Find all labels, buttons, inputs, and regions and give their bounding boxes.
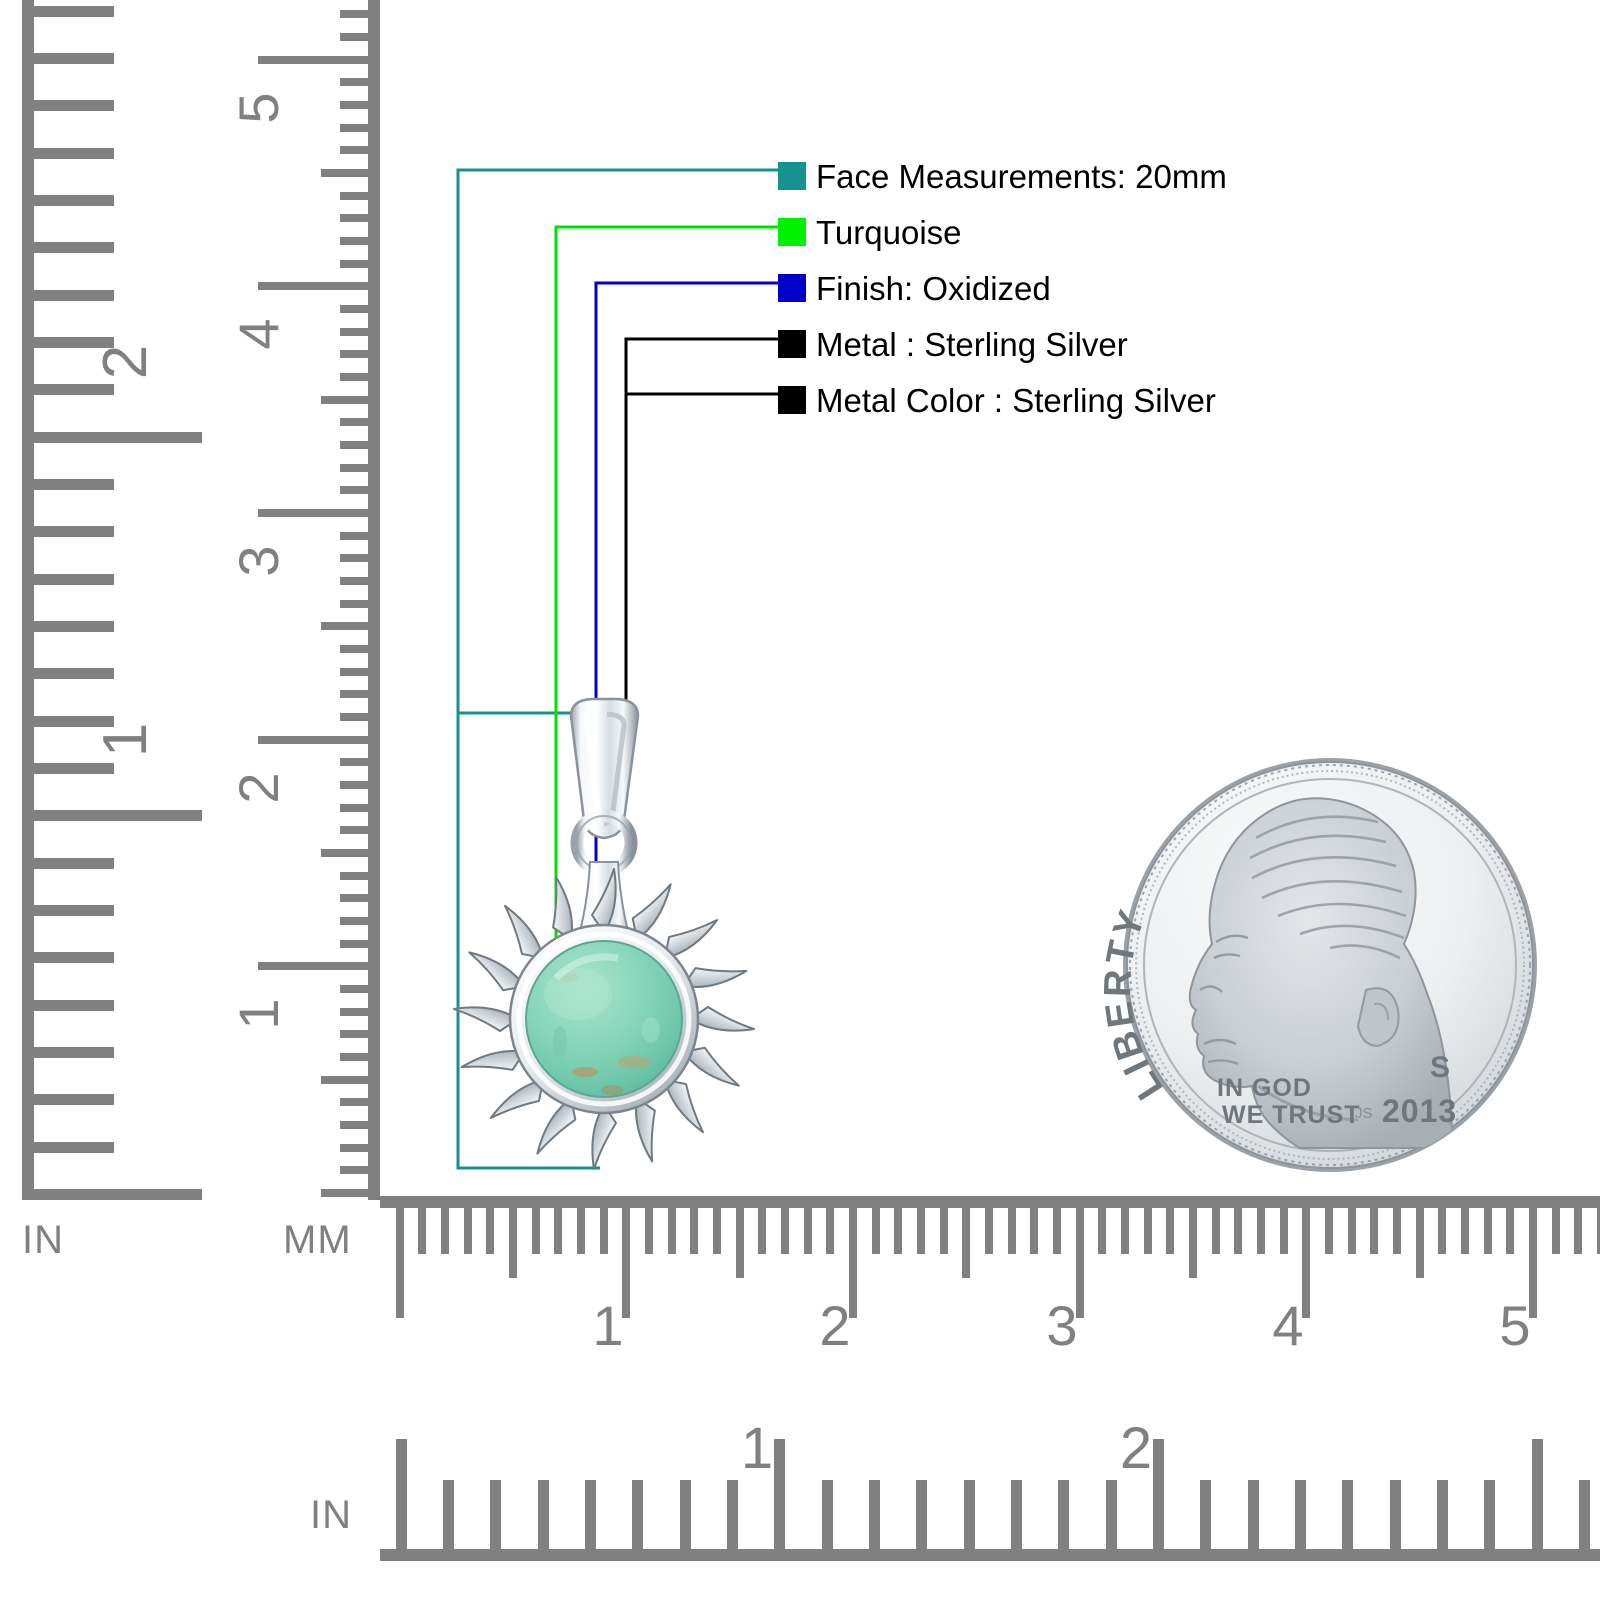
left-mm-label-1: 1 xyxy=(227,998,290,1029)
bottom-inch-unit-label: IN xyxy=(310,1493,352,1537)
legend-swatch-metal-color xyxy=(778,386,806,414)
bottom-mm-ruler-spine xyxy=(380,1196,1600,1208)
legend-label-finish: Finish: Oxidized xyxy=(816,269,1051,307)
legend-label-face-measurements: Face Measurements: 20mm xyxy=(816,157,1227,195)
turquoise-matrix xyxy=(544,968,660,1095)
bottom-inch-label-1: 1 xyxy=(741,1416,773,1481)
legend-label-stone: Turquoise xyxy=(816,213,962,251)
legend-item-metal[interactable]: Metal : Sterling Silver xyxy=(778,316,1478,372)
turquoise-cabochon xyxy=(525,940,683,1098)
legend-item-face-measurements[interactable]: Face Measurements: 20mm xyxy=(778,148,1478,204)
legend-item-metal-color[interactable]: Metal Color : Sterling Silver xyxy=(778,372,1478,428)
legend-item-finish[interactable]: Finish: Oxidized xyxy=(778,260,1478,316)
left-inch-ticks xyxy=(34,6,202,1200)
us-dime-reference-coin: LIBERTY IN GOD WE TRUST 2013 JS S xyxy=(1097,758,1537,1172)
left-inch-label-1: 1 xyxy=(91,723,160,757)
legend-swatch-face-measurements xyxy=(778,162,806,190)
bottom-inch-ticks xyxy=(396,1439,1590,1549)
legend-label-metal-color: Metal Color : Sterling Silver xyxy=(816,381,1216,419)
bottom-mm-label-4: 4 xyxy=(1272,1294,1303,1357)
bottom-mm-ticks xyxy=(396,1208,1600,1318)
left-mm-label-2: 2 xyxy=(227,772,290,803)
bottom-mm-label-3: 3 xyxy=(1046,1294,1077,1357)
legend-label-metal: Metal : Sterling Silver xyxy=(816,325,1128,363)
callout-leader-lines xyxy=(456,168,778,1170)
left-mm-unit-label: MM xyxy=(283,1218,352,1262)
ruler-numerals: 1 2 1 2 3 4 5 1 2 3 4 5 1 2 xyxy=(91,92,1531,1481)
left-mm-label-5: 5 xyxy=(227,92,290,123)
bottom-inch-ruler-spine xyxy=(380,1549,1600,1561)
left-inch-unit-label: IN xyxy=(22,1218,64,1262)
coin-mint-mark: S xyxy=(1430,1051,1450,1084)
bottom-mm-label-2: 2 xyxy=(819,1294,850,1357)
bottom-mm-label-5: 5 xyxy=(1499,1294,1530,1357)
leader-metal xyxy=(624,337,778,727)
legend-swatch-metal xyxy=(778,330,806,358)
legend-swatch-stone xyxy=(778,218,806,246)
left-mm-ticks xyxy=(258,10,368,1197)
left-mm-label-3: 3 xyxy=(227,545,290,576)
sun-pendant-product-image xyxy=(453,697,755,1170)
left-inch-label-2: 2 xyxy=(91,345,160,379)
spec-legend: Face Measurements: 20mm Turquoise Finish… xyxy=(778,148,1478,428)
left-mm-label-4: 4 xyxy=(227,318,290,349)
left-mm-ruler-spine xyxy=(368,0,380,1200)
coin-motto-line1: IN GOD xyxy=(1217,1074,1312,1102)
left-inch-ruler-spine xyxy=(22,0,34,1200)
leader-turquoise xyxy=(554,225,778,1000)
coin-year: 2013 xyxy=(1382,1093,1457,1129)
coin-motto-line2: WE TRUST xyxy=(1222,1101,1361,1129)
bottom-mm-label-1: 1 xyxy=(592,1294,623,1357)
sun-rays xyxy=(453,868,755,1170)
legend-swatch-finish xyxy=(778,274,806,302)
rulers xyxy=(22,0,1600,1561)
coin-designer-initials: JS xyxy=(1355,1105,1373,1122)
bottom-inch-label-2: 2 xyxy=(1120,1416,1152,1481)
legend-item-stone[interactable]: Turquoise xyxy=(778,204,1478,260)
